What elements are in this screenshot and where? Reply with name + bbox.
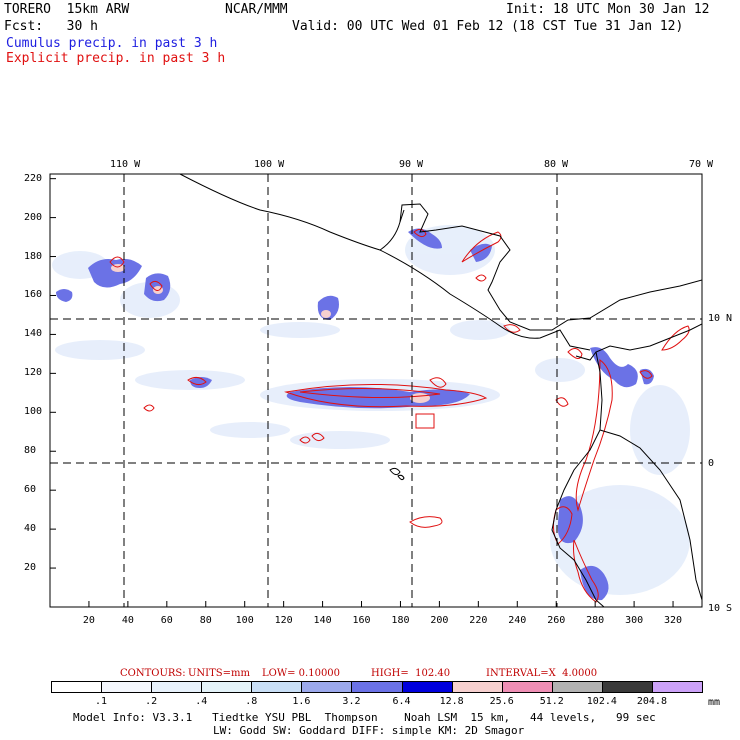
x-tick-label: 20 (82, 615, 95, 626)
org-label: NCAR/MMM (225, 2, 288, 17)
y-tick-label: 200 (24, 211, 43, 223)
x-tick-label: 320 (664, 615, 683, 626)
lat-label-0: 0 (708, 458, 715, 469)
colorbar-swatch (651, 681, 703, 693)
x-tick-label: 160 (352, 615, 371, 626)
y-tick-label: 80 (24, 445, 37, 457)
contours-label: CONTOURS: (120, 668, 186, 679)
x-tick-label: 180 (391, 615, 410, 626)
colorbar-label: 6.4 (392, 696, 411, 707)
y-tick-label: 40 (24, 523, 37, 535)
colorbar-label: 3.2 (342, 696, 361, 707)
y-tick-label: 140 (24, 328, 43, 340)
x-tick-label: 80 (199, 615, 212, 626)
colorbar-swatch (551, 681, 603, 693)
explicit-legend: Explicit precip. in past 3 h (6, 51, 226, 66)
lon-label-100w: 100 W (254, 159, 285, 170)
x-tick-label: 260 (547, 615, 566, 626)
x-tick-label: 40 (121, 615, 134, 626)
x-tick-label: 200 (430, 615, 449, 626)
colorbar-label: 25.6 (489, 696, 514, 707)
colorbar-label: .1 (95, 696, 108, 707)
colorbar-label: .8 (245, 696, 258, 707)
y-tick-label: 180 (24, 250, 43, 262)
x-tick-label: 280 (586, 615, 605, 626)
contours-high: HIGH= 102.40 (371, 668, 451, 679)
y-tick-label: 160 (24, 289, 43, 301)
colorbar-label: 102.4 (586, 696, 617, 707)
colorbar-unit: mm (708, 697, 721, 708)
x-tick-label: 60 (160, 615, 173, 626)
colorbar-swatch (401, 681, 453, 693)
x-tick-label: 100 (235, 615, 254, 626)
colorbar-swatch (301, 681, 353, 693)
x-tick-label: 240 (508, 615, 527, 626)
colorbar-swatch (501, 681, 553, 693)
colorbar-swatch (51, 681, 103, 693)
coastlines (179, 174, 702, 607)
map-frame (49, 173, 703, 608)
init-time: Init: 18 UTC Mon 30 Jan 12 (506, 2, 710, 17)
colorbar-swatch (451, 681, 503, 693)
x-tick-label: 120 (274, 615, 293, 626)
contours-units: UNITS=mm (188, 668, 250, 679)
lon-label-70w: 70 W (689, 159, 714, 170)
contours-low: LOW= 0.10000 (262, 668, 341, 679)
lat-label-10n: 10 N (708, 313, 733, 324)
valid-time: Valid: 00 UTC Wed 01 Feb 12 (18 CST Tue … (292, 19, 684, 34)
contours-interval: INTERVAL=X 4.0000 (486, 668, 598, 679)
y-tick-label: 120 (24, 367, 43, 379)
lat-label-10s: 10 S (708, 603, 733, 614)
model-info-line1: Model Info: V3.3.1 Tiedtke YSU PBL Thomp… (73, 711, 656, 724)
colorbar-label: 204.8 (636, 696, 667, 707)
colorbar-swatch (351, 681, 403, 693)
colorbar-label: 51.2 (539, 696, 564, 707)
model-info-line2: LW: Godd SW: Goddard DIFF: simple KM: 2D… (213, 724, 525, 737)
y-tick-label: 60 (24, 484, 37, 496)
colorbar-label: .4 (195, 696, 208, 707)
colorbar-label: 12.8 (439, 696, 464, 707)
x-tick-label: 300 (625, 615, 644, 626)
explicit-precip-contours (109, 228, 690, 603)
colorbar-swatch (201, 681, 253, 693)
model-title: TORERO 15km ARW (4, 2, 130, 17)
y-tick-label: 100 (24, 406, 43, 418)
forecast-hour: Fcst: 30 h (4, 19, 98, 34)
lat-lon-grid (50, 174, 702, 607)
colorbar-swatch (151, 681, 203, 693)
x-tick-label: 140 (313, 615, 332, 626)
colorbar-swatch (601, 681, 653, 693)
x-tick-label: 220 (469, 615, 488, 626)
colorbar-label: 1.6 (292, 696, 311, 707)
lon-label-90w: 90 W (399, 159, 424, 170)
lon-label-110w: 110 W (110, 159, 141, 170)
y-tick-label: 220 (24, 172, 43, 184)
y-tick-label: 20 (24, 562, 37, 574)
cumulus-legend: Cumulus precip. in past 3 h (6, 36, 218, 51)
lon-label-80w: 80 W (544, 159, 569, 170)
colorbar-label: .2 (145, 696, 158, 707)
colorbar-swatch (101, 681, 153, 693)
colorbar-swatch (251, 681, 303, 693)
